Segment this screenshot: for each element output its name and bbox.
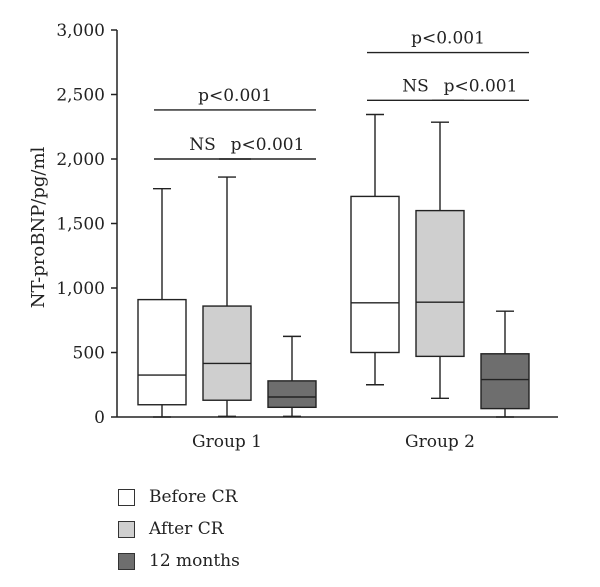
box-before-cr-group-1: [137, 187, 187, 418]
x-category-label: Group 2: [405, 432, 475, 452]
significance-label: p<0.001: [198, 86, 272, 106]
significance-label: NS: [189, 135, 216, 155]
y-tick-label: 0: [94, 408, 105, 428]
box-after-cr-group-1: [202, 176, 252, 418]
legend-item-after-cr: After CR: [118, 514, 240, 544]
legend-label-12-months: 12 months: [149, 551, 240, 571]
box-iqr: [480, 353, 530, 410]
legend: Before CR After CR 12 months: [118, 482, 240, 578]
box-iqr: [415, 209, 465, 358]
legend-item-12-months: 12 months: [118, 546, 240, 576]
legend-swatch-after-cr: [118, 520, 135, 538]
x-category-label: Group 1: [192, 432, 262, 452]
y-tick-label: 1,500: [56, 215, 105, 235]
box-12-months-group-2: [480, 310, 530, 418]
legend-swatch-12-months: [118, 552, 135, 570]
significance-label: p<0.001: [444, 76, 518, 96]
y-axis-label: NT-proBNP/pg/ml: [28, 146, 49, 308]
y-tick-label: 3,000: [56, 21, 105, 41]
box-after-cr-group-2: [415, 121, 465, 399]
legend-item-before-cr: Before CR: [118, 482, 240, 512]
box-before-cr-group-2: [350, 113, 400, 386]
box-plot-chart: 0 500 1,000 1,500 2,000 2,500 3,000 NT-proBNP/p…: [28, 21, 558, 452]
box-iqr: [202, 305, 252, 401]
legend-label-before-cr: Before CR: [149, 487, 238, 507]
significance-label: NS: [402, 76, 429, 96]
y-tick-label: 1,000: [56, 279, 105, 299]
legend-label-after-cr: After CR: [149, 519, 224, 539]
significance-label: p<0.001: [231, 135, 305, 155]
y-tick-label: 500: [73, 344, 105, 364]
y-tick-label: 2,000: [56, 150, 105, 170]
box-iqr: [137, 298, 187, 406]
box-iqr: [267, 380, 317, 409]
y-tick-label: 2,500: [56, 86, 105, 106]
significance-label: p<0.001: [411, 29, 485, 49]
legend-swatch-before-cr: [118, 488, 135, 506]
box-iqr: [350, 195, 400, 354]
box-12-months-group-1: [267, 335, 317, 418]
